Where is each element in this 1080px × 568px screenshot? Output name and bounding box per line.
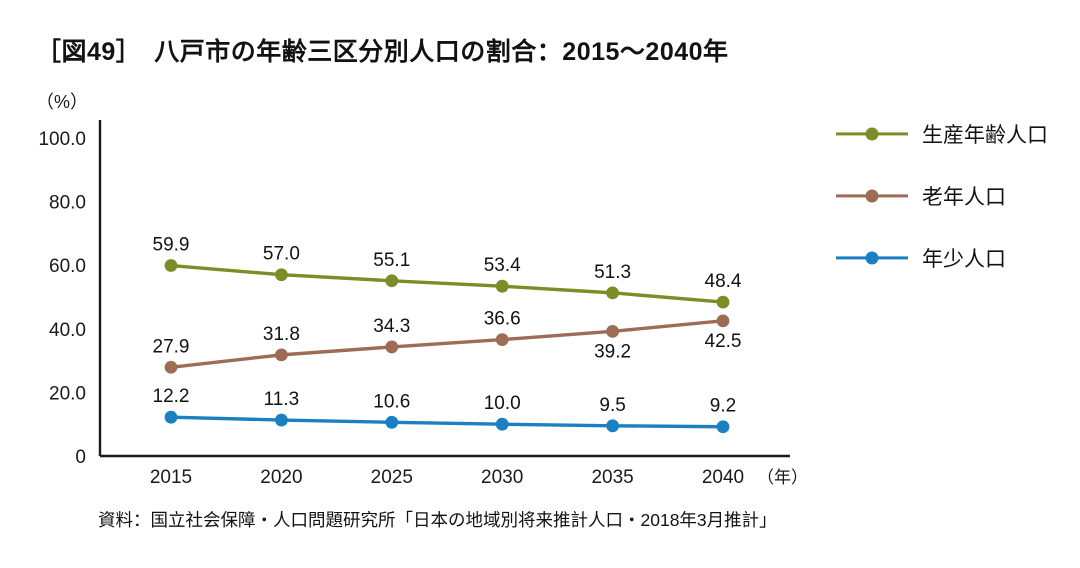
legend-label-1: 老年人口 bbox=[922, 186, 1006, 209]
data-point[interactable] bbox=[716, 314, 730, 328]
legend-marker-icon-1 bbox=[836, 187, 908, 205]
series-line bbox=[169, 319, 725, 369]
data-label: 31.8 bbox=[263, 324, 300, 345]
data-point[interactable] bbox=[495, 417, 509, 431]
data-point[interactable] bbox=[385, 340, 399, 354]
data-label: 9.5 bbox=[599, 395, 625, 416]
data-label: 34.3 bbox=[373, 316, 410, 337]
data-point[interactable] bbox=[275, 413, 288, 427]
data-point[interactable] bbox=[606, 419, 619, 433]
data-point[interactable] bbox=[164, 410, 178, 424]
legend-item-0[interactable]: 生産年齢人口 bbox=[836, 118, 1076, 150]
data-point[interactable] bbox=[275, 268, 288, 282]
legend-marker-icon-2 bbox=[836, 249, 908, 267]
series-0: 59.9 57.0 55.1 53.4 51.3 48.4 bbox=[153, 235, 742, 309]
y-tick-label: 40.0 bbox=[49, 320, 86, 341]
data-point[interactable] bbox=[606, 286, 619, 300]
series-line bbox=[169, 415, 725, 429]
y-tick-label: 60.0 bbox=[49, 256, 86, 277]
data-point[interactable] bbox=[606, 324, 619, 338]
data-point[interactable] bbox=[164, 259, 178, 272]
data-label: 57.0 bbox=[263, 244, 300, 265]
data-label: 39.2 bbox=[594, 341, 631, 362]
data-point[interactable] bbox=[495, 279, 509, 293]
legend-label-0: 生産年齢人口 bbox=[922, 124, 1048, 147]
y-tick-label: 80.0 bbox=[49, 193, 86, 214]
data-label: 10.6 bbox=[373, 391, 410, 412]
data-point[interactable] bbox=[716, 295, 730, 309]
data-point[interactable] bbox=[385, 274, 399, 288]
x-axis-unit-label: （年） bbox=[757, 468, 808, 487]
data-label: 53.4 bbox=[484, 255, 521, 276]
data-label: 42.5 bbox=[705, 331, 742, 352]
legend-marker-icon-0 bbox=[836, 125, 908, 143]
chart-legend: 生産年齢人口 老年人口 年少人口 bbox=[836, 118, 1076, 304]
data-label: 27.9 bbox=[153, 336, 190, 357]
data-label: 48.4 bbox=[705, 271, 742, 292]
data-point[interactable] bbox=[164, 360, 178, 374]
data-label: 12.2 bbox=[153, 386, 190, 407]
data-label: 59.9 bbox=[153, 235, 190, 256]
y-axis-unit-label: （%） bbox=[36, 92, 89, 112]
data-label: 9.2 bbox=[710, 396, 736, 417]
data-point[interactable] bbox=[716, 420, 730, 434]
data-point[interactable] bbox=[275, 348, 288, 362]
x-tick-label: 2040 bbox=[702, 467, 744, 488]
data-label: 51.3 bbox=[594, 262, 631, 283]
data-point[interactable] bbox=[385, 415, 399, 429]
y-tick-label: 0 bbox=[75, 447, 86, 468]
legend-label-2: 年少人口 bbox=[922, 248, 1006, 271]
legend-item-1[interactable]: 老年人口 bbox=[836, 180, 1076, 212]
data-point[interactable] bbox=[495, 333, 509, 347]
source-note: 資料：国立社会保障・人口問題研究所「日本の地域別将来推計人口・2018年3月推計… bbox=[98, 510, 777, 530]
x-tick-label: 2025 bbox=[371, 467, 413, 488]
legend-item-2[interactable]: 年少人口 bbox=[836, 242, 1076, 274]
series-1: 27.9 31.8 34.3 36.6 39.2 42.5 bbox=[153, 309, 742, 374]
series-line bbox=[169, 263, 725, 304]
data-label: 10.0 bbox=[484, 393, 521, 414]
data-label: 55.1 bbox=[373, 250, 410, 271]
x-tick-label: 2015 bbox=[150, 467, 192, 488]
y-tick-label: 100.0 bbox=[38, 129, 86, 150]
page-title: ［図49］ 八戸市の年齢三区分別人口の割合：2015〜2040年 bbox=[36, 38, 729, 66]
y-tick-label: 20.0 bbox=[49, 383, 86, 404]
series-2: 12.2 11.3 10.6 10.0 9.5 9.2 bbox=[153, 386, 736, 434]
x-tick-label: 2035 bbox=[591, 467, 633, 488]
data-label: 11.3 bbox=[264, 389, 300, 410]
x-tick-label: 2020 bbox=[260, 467, 302, 488]
data-label: 36.6 bbox=[484, 309, 521, 330]
x-tick-label: 2030 bbox=[481, 467, 523, 488]
